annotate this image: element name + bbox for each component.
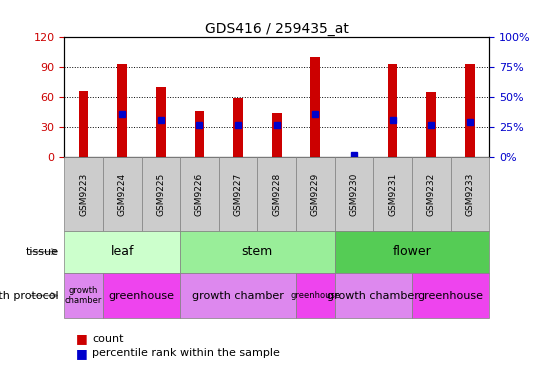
Text: GSM9228: GSM9228	[272, 172, 281, 216]
Text: greenhouse: greenhouse	[290, 291, 340, 300]
Text: ■: ■	[75, 347, 87, 360]
Bar	[272, 113, 282, 157]
Bar	[388, 64, 397, 157]
Text: greenhouse: greenhouse	[418, 291, 484, 300]
Text: growth protocol: growth protocol	[0, 291, 59, 300]
Text: leaf: leaf	[111, 245, 134, 258]
Text: growth chamber: growth chamber	[328, 291, 419, 300]
Text: GSM9232: GSM9232	[427, 172, 435, 216]
Text: GSM9225: GSM9225	[157, 172, 165, 216]
Text: GSM9226: GSM9226	[195, 172, 204, 216]
Text: growth chamber: growth chamber	[192, 291, 284, 300]
Text: stem: stem	[242, 245, 273, 258]
Text: flower: flower	[392, 245, 431, 258]
Text: GSM9224: GSM9224	[118, 172, 127, 216]
Bar	[117, 64, 127, 157]
Text: ■: ■	[75, 332, 87, 345]
Bar	[465, 64, 475, 157]
Text: percentile rank within the sample: percentile rank within the sample	[92, 348, 280, 358]
Text: count: count	[92, 333, 124, 344]
Text: GSM9231: GSM9231	[388, 172, 397, 216]
Bar	[156, 87, 165, 157]
Text: GSM9233: GSM9233	[465, 172, 475, 216]
Text: growth
chamber: growth chamber	[65, 286, 102, 305]
Text: GSM9229: GSM9229	[311, 172, 320, 216]
Bar	[233, 98, 243, 157]
Text: GSM9230: GSM9230	[349, 172, 358, 216]
Text: tissue: tissue	[26, 247, 59, 257]
Text: GSM9227: GSM9227	[234, 172, 243, 216]
Bar	[427, 92, 436, 157]
Bar	[79, 91, 88, 157]
Title: GDS416 / 259435_at: GDS416 / 259435_at	[205, 22, 349, 36]
Bar	[310, 57, 320, 157]
Bar	[195, 111, 204, 157]
Text: GSM9223: GSM9223	[79, 172, 88, 216]
Text: greenhouse: greenhouse	[108, 291, 174, 300]
